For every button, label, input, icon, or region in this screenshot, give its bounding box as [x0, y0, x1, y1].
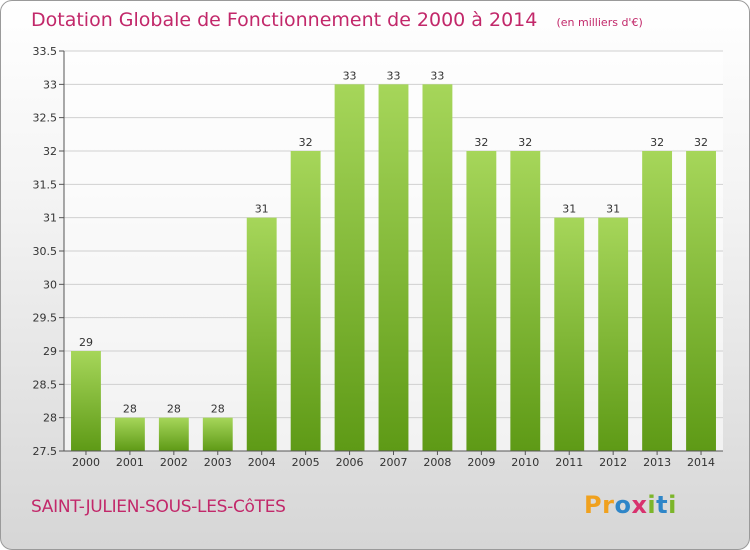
bar-2001: [114, 417, 145, 451]
logo-letter: o: [614, 491, 632, 519]
logo-letter: P: [584, 491, 603, 519]
bar-2013: [642, 151, 673, 451]
bar-value-label: 28: [167, 403, 181, 416]
x-tick-label: 2004: [248, 456, 276, 469]
logo-letter: i: [647, 491, 657, 519]
title-row: Dotation Globale de Fonctionnement de 20…: [31, 9, 643, 31]
bar-value-label: 33: [387, 69, 401, 82]
x-tick-label: 2011: [555, 456, 583, 469]
bar-2012: [598, 217, 629, 451]
bar-2005: [290, 151, 321, 451]
bar-2000: [71, 351, 101, 451]
x-tick-label: 2013: [643, 456, 671, 469]
y-tick-label: 28: [43, 412, 57, 425]
y-tick-label: 29: [43, 345, 57, 358]
bar-value-label: 33: [343, 69, 357, 82]
y-tick-label: 32.5: [33, 112, 58, 125]
bar-value-label: 32: [650, 136, 664, 149]
bar-value-label: 31: [606, 203, 620, 216]
proxiti-logo: Proxiti: [584, 491, 677, 519]
logo-letter: i: [668, 491, 677, 519]
chart-title: Dotation Globale de Fonctionnement de 20…: [31, 9, 538, 31]
bar-value-label: 32: [299, 136, 313, 149]
bar-2011: [554, 217, 585, 451]
axis-layer: 27.5 28 28.5 29 29.5 30 30.5 31 31.5 32 32.5 33 33.5…: [33, 45, 723, 469]
bar-2003: [202, 417, 233, 451]
bar-value-label: 31: [562, 203, 576, 216]
bar-2010: [510, 151, 541, 451]
x-tick-label: 2009: [467, 456, 495, 469]
bar-value-label: 32: [518, 136, 532, 149]
x-tick-label: 2008: [423, 456, 451, 469]
chart-unit: (en milliers d'€): [556, 16, 643, 29]
x-tick-label: 2010: [511, 456, 539, 469]
y-tick-label: 32: [43, 145, 57, 158]
y-tick-label: 27.5: [33, 445, 58, 458]
bar-2004: [246, 217, 277, 451]
bar-2009: [466, 151, 497, 451]
label-layer: 29 28 28 28 31 32 33 33 33 32 32 31 31 32 32: [79, 69, 708, 415]
x-tick-label: 2002: [160, 456, 188, 469]
bar-value-label: 32: [474, 136, 488, 149]
x-tick-label: 2000: [72, 456, 100, 469]
bar-2007: [378, 84, 409, 451]
y-tick-label: 30.5: [33, 245, 58, 258]
y-tick-label: 29.5: [33, 312, 58, 325]
x-tick-label: 2001: [116, 456, 144, 469]
bar-value-label: 28: [211, 403, 225, 416]
logo-letter: x: [631, 491, 648, 519]
x-tick-label: 2005: [292, 456, 320, 469]
x-tick-label: 2014: [687, 456, 715, 469]
bar-2014: [686, 151, 716, 451]
x-tick-label: 2006: [336, 456, 364, 469]
bar-layer: [71, 84, 716, 451]
x-tick-label: 2012: [599, 456, 627, 469]
x-tick-label: 2007: [380, 456, 408, 469]
x-tick-label: 2003: [204, 456, 232, 469]
y-tick-label: 31: [43, 212, 57, 225]
bar-value-label: 28: [123, 403, 137, 416]
bar-2006: [334, 84, 365, 451]
bar-value-label: 32: [694, 136, 708, 149]
bar-value-label: 31: [255, 203, 269, 216]
commune-name: SAINT-JULIEN-SOUS-LES-CôTES: [31, 497, 286, 517]
logo-letter: r: [602, 491, 615, 519]
y-tick-label: 31.5: [33, 178, 58, 191]
y-tick-label: 30: [43, 278, 57, 291]
y-tick-label: 28.5: [33, 378, 58, 391]
bar-value-label: 33: [430, 69, 444, 82]
logo-letter: t: [656, 491, 669, 519]
bar-2002: [158, 417, 189, 451]
y-tick-label: 33.5: [33, 45, 58, 58]
bar-2008: [422, 84, 453, 451]
bar-value-label: 29: [79, 336, 93, 349]
y-tick-label: 33: [43, 78, 57, 91]
